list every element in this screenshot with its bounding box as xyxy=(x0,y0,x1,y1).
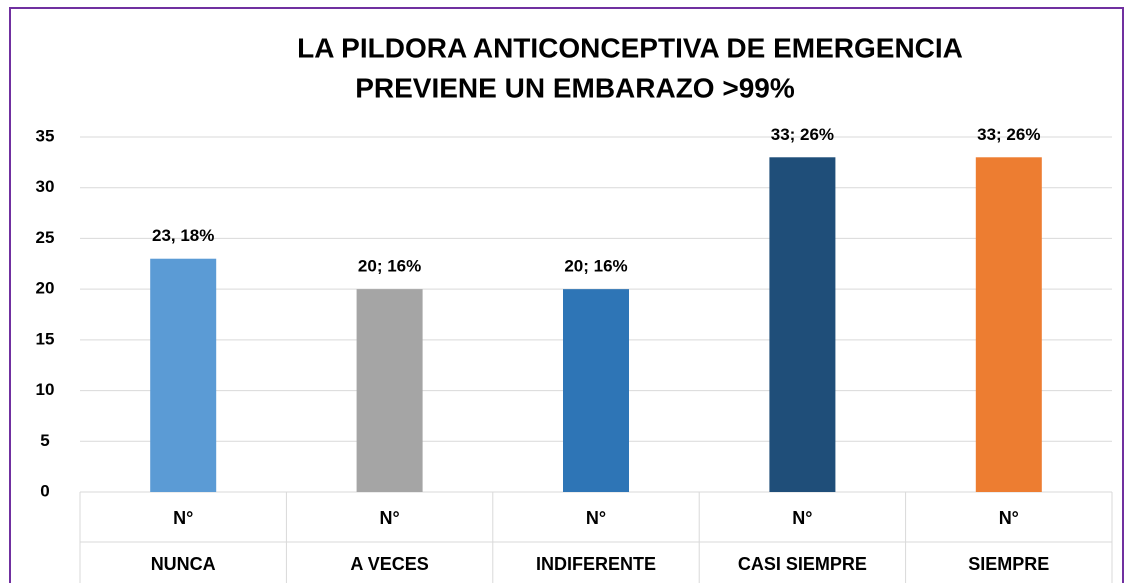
y-tick-label: 10 xyxy=(36,380,55,399)
bar xyxy=(769,157,836,493)
y-tick-label: 5 xyxy=(40,431,49,450)
x-tick-label: INDIFERENTE xyxy=(536,554,656,574)
data-label: 33; 26% xyxy=(771,125,834,144)
series-label: N° xyxy=(586,508,606,528)
x-tick-label: SIEMPRE xyxy=(968,554,1049,574)
data-label: 23, 18% xyxy=(152,226,214,245)
data-label: 20; 16% xyxy=(358,257,421,276)
chart-subtitle: PREVIENE UN EMBARAZO >99% xyxy=(355,72,795,103)
y-tick-label: 35 xyxy=(36,126,55,145)
series-label: N° xyxy=(792,508,812,528)
bar xyxy=(356,289,423,492)
series-label: N° xyxy=(173,508,193,528)
data-label: 20; 16% xyxy=(564,257,627,276)
x-tick-label: CASI SIEMPRE xyxy=(738,554,867,574)
data-label: 33; 26% xyxy=(977,125,1040,144)
y-tick-label: 25 xyxy=(36,228,55,247)
chart-title: LA PILDORA ANTICONCEPTIVA DE EMERGENCIA xyxy=(297,32,963,63)
y-tick-label: 20 xyxy=(36,279,55,298)
y-tick-label: 0 xyxy=(40,481,49,500)
y-tick-label: 30 xyxy=(36,177,55,196)
series-label: N° xyxy=(999,508,1019,528)
bar xyxy=(150,258,217,492)
frame xyxy=(9,7,1124,583)
x-tick-label: A VECES xyxy=(350,554,428,574)
y-tick-label: 15 xyxy=(36,329,55,348)
x-tick-label: NUNCA xyxy=(151,554,216,574)
bar xyxy=(975,157,1042,493)
bar xyxy=(563,289,629,492)
series-label: N° xyxy=(379,508,399,528)
